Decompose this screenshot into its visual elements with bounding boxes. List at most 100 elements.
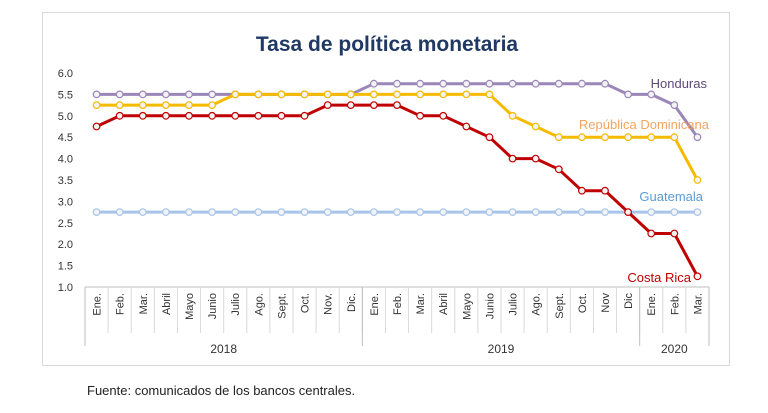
data-point-honduras xyxy=(508,79,517,88)
data-point-guatemala xyxy=(185,208,193,217)
data-point-honduras xyxy=(115,90,124,99)
data-point-republica-dominicana xyxy=(439,90,448,99)
data-point-guatemala xyxy=(231,208,240,217)
x-tick-label: Julio xyxy=(230,293,242,316)
data-point-costa-rica xyxy=(577,186,586,195)
data-point-republica-dominicana xyxy=(693,176,702,184)
data-point-honduras xyxy=(577,79,586,88)
data-point-republica-dominicana xyxy=(323,90,332,99)
y-tick-label: 3.5 xyxy=(58,175,73,187)
data-point-republica-dominicana xyxy=(577,133,586,142)
y-tick-label: 6.0 xyxy=(58,68,73,80)
y-tick-label: 4.0 xyxy=(58,154,73,166)
year-label: 2018 xyxy=(210,342,237,356)
x-tick-label: Dic. xyxy=(346,293,358,312)
data-point-republica-dominicana xyxy=(508,111,517,120)
x-tick-label: Feb. xyxy=(115,293,127,315)
x-tick-label: Junio xyxy=(207,293,219,319)
data-point-costa-rica xyxy=(346,101,355,109)
data-point-costa-rica xyxy=(693,272,702,281)
data-point-republica-dominicana xyxy=(92,101,101,109)
x-tick-label: Feb. xyxy=(392,293,404,315)
data-point-costa-rica xyxy=(531,154,540,163)
data-point-honduras xyxy=(92,90,101,99)
data-point-republica-dominicana xyxy=(208,101,217,109)
data-point-republica-dominicana xyxy=(369,90,378,99)
data-point-republica-dominicana xyxy=(416,90,425,99)
data-point-costa-rica xyxy=(508,154,517,163)
data-point-costa-rica xyxy=(439,111,448,120)
data-point-republica-dominicana xyxy=(346,90,355,99)
x-tick-label: Ene. xyxy=(92,293,104,316)
data-point-republica-dominicana xyxy=(531,122,540,131)
y-tick-label: 1.0 xyxy=(58,282,73,294)
y-tick-label: 5.0 xyxy=(58,111,73,123)
data-point-republica-dominicana xyxy=(300,90,309,99)
series-labels: Honduras República Dominicana Costa Rica Gu… xyxy=(579,76,710,285)
x-tick-label: Ago. xyxy=(253,293,265,316)
data-point-guatemala xyxy=(323,208,332,217)
data-point-republica-dominicana xyxy=(161,101,170,109)
data-point-honduras xyxy=(693,133,702,142)
line-chart: Tasa de política monetaria 6.0 5.5 5.0 4.5 4… xyxy=(58,33,710,356)
data-point-honduras xyxy=(416,79,425,88)
data-point-guatemala xyxy=(577,208,586,217)
data-point-republica-dominicana xyxy=(231,90,240,99)
data-point-guatemala xyxy=(369,208,378,217)
x-tick-label: Julio xyxy=(508,293,520,316)
axes: 6.0 5.5 5.0 4.5 4.0 3.5 3.0 2.5 2.0 1.5 1.0 Ene. Feb… xyxy=(58,68,710,356)
data-point-republica-dominicana xyxy=(624,133,633,142)
data-point-costa-rica xyxy=(369,101,378,109)
x-tick-label: Oct. xyxy=(300,293,312,313)
data-point-costa-rica xyxy=(393,101,401,109)
y-tick-label: 4.5 xyxy=(58,132,73,144)
data-point-guatemala xyxy=(416,208,425,217)
x-tick-label: Feb. xyxy=(669,293,681,315)
data-point-honduras xyxy=(647,90,656,99)
data-point-honduras xyxy=(485,79,494,88)
data-point-honduras xyxy=(601,79,609,88)
data-point-guatemala xyxy=(346,208,355,217)
data-point-honduras xyxy=(554,79,563,88)
data-point-republica-dominicana xyxy=(647,133,656,142)
data-point-honduras xyxy=(439,79,448,88)
year-label: 2020 xyxy=(661,342,688,356)
data-point-republica-dominicana xyxy=(277,90,286,99)
x-tick-label: Mayo xyxy=(461,293,473,320)
data-point-republica-dominicana xyxy=(601,133,609,142)
data-point-costa-rica xyxy=(670,229,679,238)
y-tick-label: 2.5 xyxy=(58,218,73,230)
data-point-republica-dominicana xyxy=(462,90,471,99)
chart-frame: Tasa de política monetaria 6.0 5.5 5.0 4.5 4… xyxy=(42,12,730,366)
data-point-guatemala xyxy=(393,208,401,217)
x-tick-label: Oct. xyxy=(577,293,589,313)
data-point-republica-dominicana xyxy=(138,101,147,109)
series-label-republica-dominicana: República Dominicana xyxy=(579,117,710,132)
data-point-costa-rica xyxy=(601,186,609,195)
x-tick-label: Sept. xyxy=(554,293,566,319)
data-point-guatemala xyxy=(462,208,471,217)
data-point-guatemala xyxy=(92,208,101,217)
x-tick-label: Abril xyxy=(438,293,450,315)
data-point-costa-rica xyxy=(416,111,425,120)
data-point-guatemala xyxy=(300,208,309,217)
data-point-honduras xyxy=(624,90,633,99)
x-tick-label: Junio xyxy=(484,293,496,319)
data-point-costa-rica xyxy=(462,122,471,131)
data-point-guatemala xyxy=(439,208,448,217)
data-point-costa-rica xyxy=(92,122,101,131)
y-tick-label: 3.0 xyxy=(58,196,73,208)
data-point-guatemala xyxy=(138,208,147,217)
data-point-guatemala xyxy=(601,208,609,217)
data-point-costa-rica xyxy=(254,111,263,120)
series-layer xyxy=(92,79,702,281)
year-label: 2019 xyxy=(488,342,515,356)
series-costa-rica xyxy=(92,101,702,281)
data-point-costa-rica xyxy=(138,111,147,120)
data-point-honduras xyxy=(161,90,170,99)
data-point-republica-dominicana xyxy=(485,90,494,99)
x-tick-label: Mar. xyxy=(138,293,150,314)
data-point-honduras xyxy=(670,101,679,109)
data-point-honduras xyxy=(531,79,540,88)
data-point-guatemala xyxy=(254,208,263,217)
